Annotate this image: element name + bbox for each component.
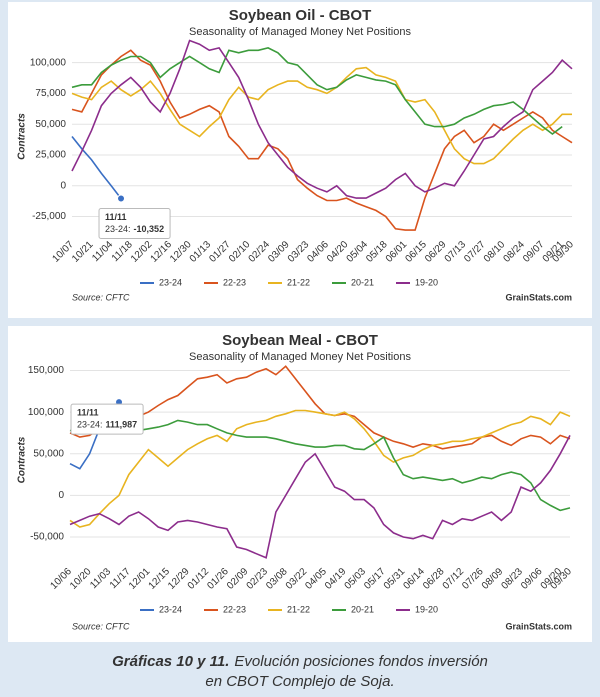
series-line xyxy=(71,66,572,165)
tooltip-date: 11/11 xyxy=(105,212,127,222)
caption-text: Evolución posiciones fondos inversión xyxy=(234,653,487,670)
series-line xyxy=(71,49,573,231)
chart-subtitle: Seasonality of Managed Money Net Positio… xyxy=(189,351,411,363)
legend-label: 21-22 xyxy=(287,277,310,287)
legend-label: 20-21 xyxy=(351,277,374,287)
panel xyxy=(8,326,592,642)
y-tick-label: 100,000 xyxy=(30,57,67,68)
legend-label: 23-24 xyxy=(159,277,182,287)
tooltip-series: 23-24: xyxy=(105,224,131,234)
legend-label: 22-23 xyxy=(223,604,246,614)
legend-label: 22-23 xyxy=(223,277,246,287)
source: Source: CFTC xyxy=(72,292,130,302)
legend-label: 23-24 xyxy=(159,604,182,614)
legend-label: 19-20 xyxy=(415,277,438,287)
chart-subtitle: Seasonality of Managed Money Net Positio… xyxy=(189,26,411,38)
series-line xyxy=(71,39,573,199)
tooltip-value: 111,987 xyxy=(106,420,138,430)
series-line xyxy=(71,136,122,199)
source: Source: CFTC xyxy=(72,621,130,631)
panel xyxy=(8,2,592,318)
tooltip-point xyxy=(117,194,126,203)
tooltip-box xyxy=(98,207,171,239)
y-tick-label: 0 xyxy=(60,180,66,191)
y-tick-label: 50,000 xyxy=(35,119,66,130)
y-axis-label: Contracts xyxy=(17,113,28,160)
tooltip-box xyxy=(70,403,144,435)
legend-label: 21-22 xyxy=(287,604,310,614)
y-tick-label: 150,000 xyxy=(28,365,65,376)
y-axis-label: Contracts xyxy=(17,436,28,483)
legend-label: 19-20 xyxy=(415,604,438,614)
series-line xyxy=(69,409,571,528)
y-tick-label: 0 xyxy=(58,490,64,501)
y-tick-label: 100,000 xyxy=(28,407,65,418)
tooltip-date: 11/11 xyxy=(77,408,99,418)
caption-text: en CBOT Complejo de Soja. xyxy=(205,673,394,690)
caption-bold: Gráficas 10 y 11. xyxy=(112,653,229,670)
y-tick-label: 75,000 xyxy=(35,88,66,99)
y-tick-label: -25,000 xyxy=(32,211,66,222)
series-line xyxy=(69,365,571,450)
y-tick-label: -50,000 xyxy=(30,532,64,543)
series-line xyxy=(69,419,571,512)
chart-title: Soybean Meal - CBOT xyxy=(222,332,378,349)
brand: GrainStats.com xyxy=(505,621,572,631)
series-line xyxy=(69,435,571,559)
y-tick-label: 25,000 xyxy=(35,150,66,161)
chart-title: Soybean Oil - CBOT xyxy=(229,7,372,24)
y-tick-label: 50,000 xyxy=(33,448,64,459)
brand: GrainStats.com xyxy=(505,292,572,302)
tooltip-series: 23-24: xyxy=(77,420,103,430)
series-line xyxy=(71,47,563,136)
tooltip-value: -10,352 xyxy=(134,224,165,234)
legend-label: 20-21 xyxy=(351,604,374,614)
